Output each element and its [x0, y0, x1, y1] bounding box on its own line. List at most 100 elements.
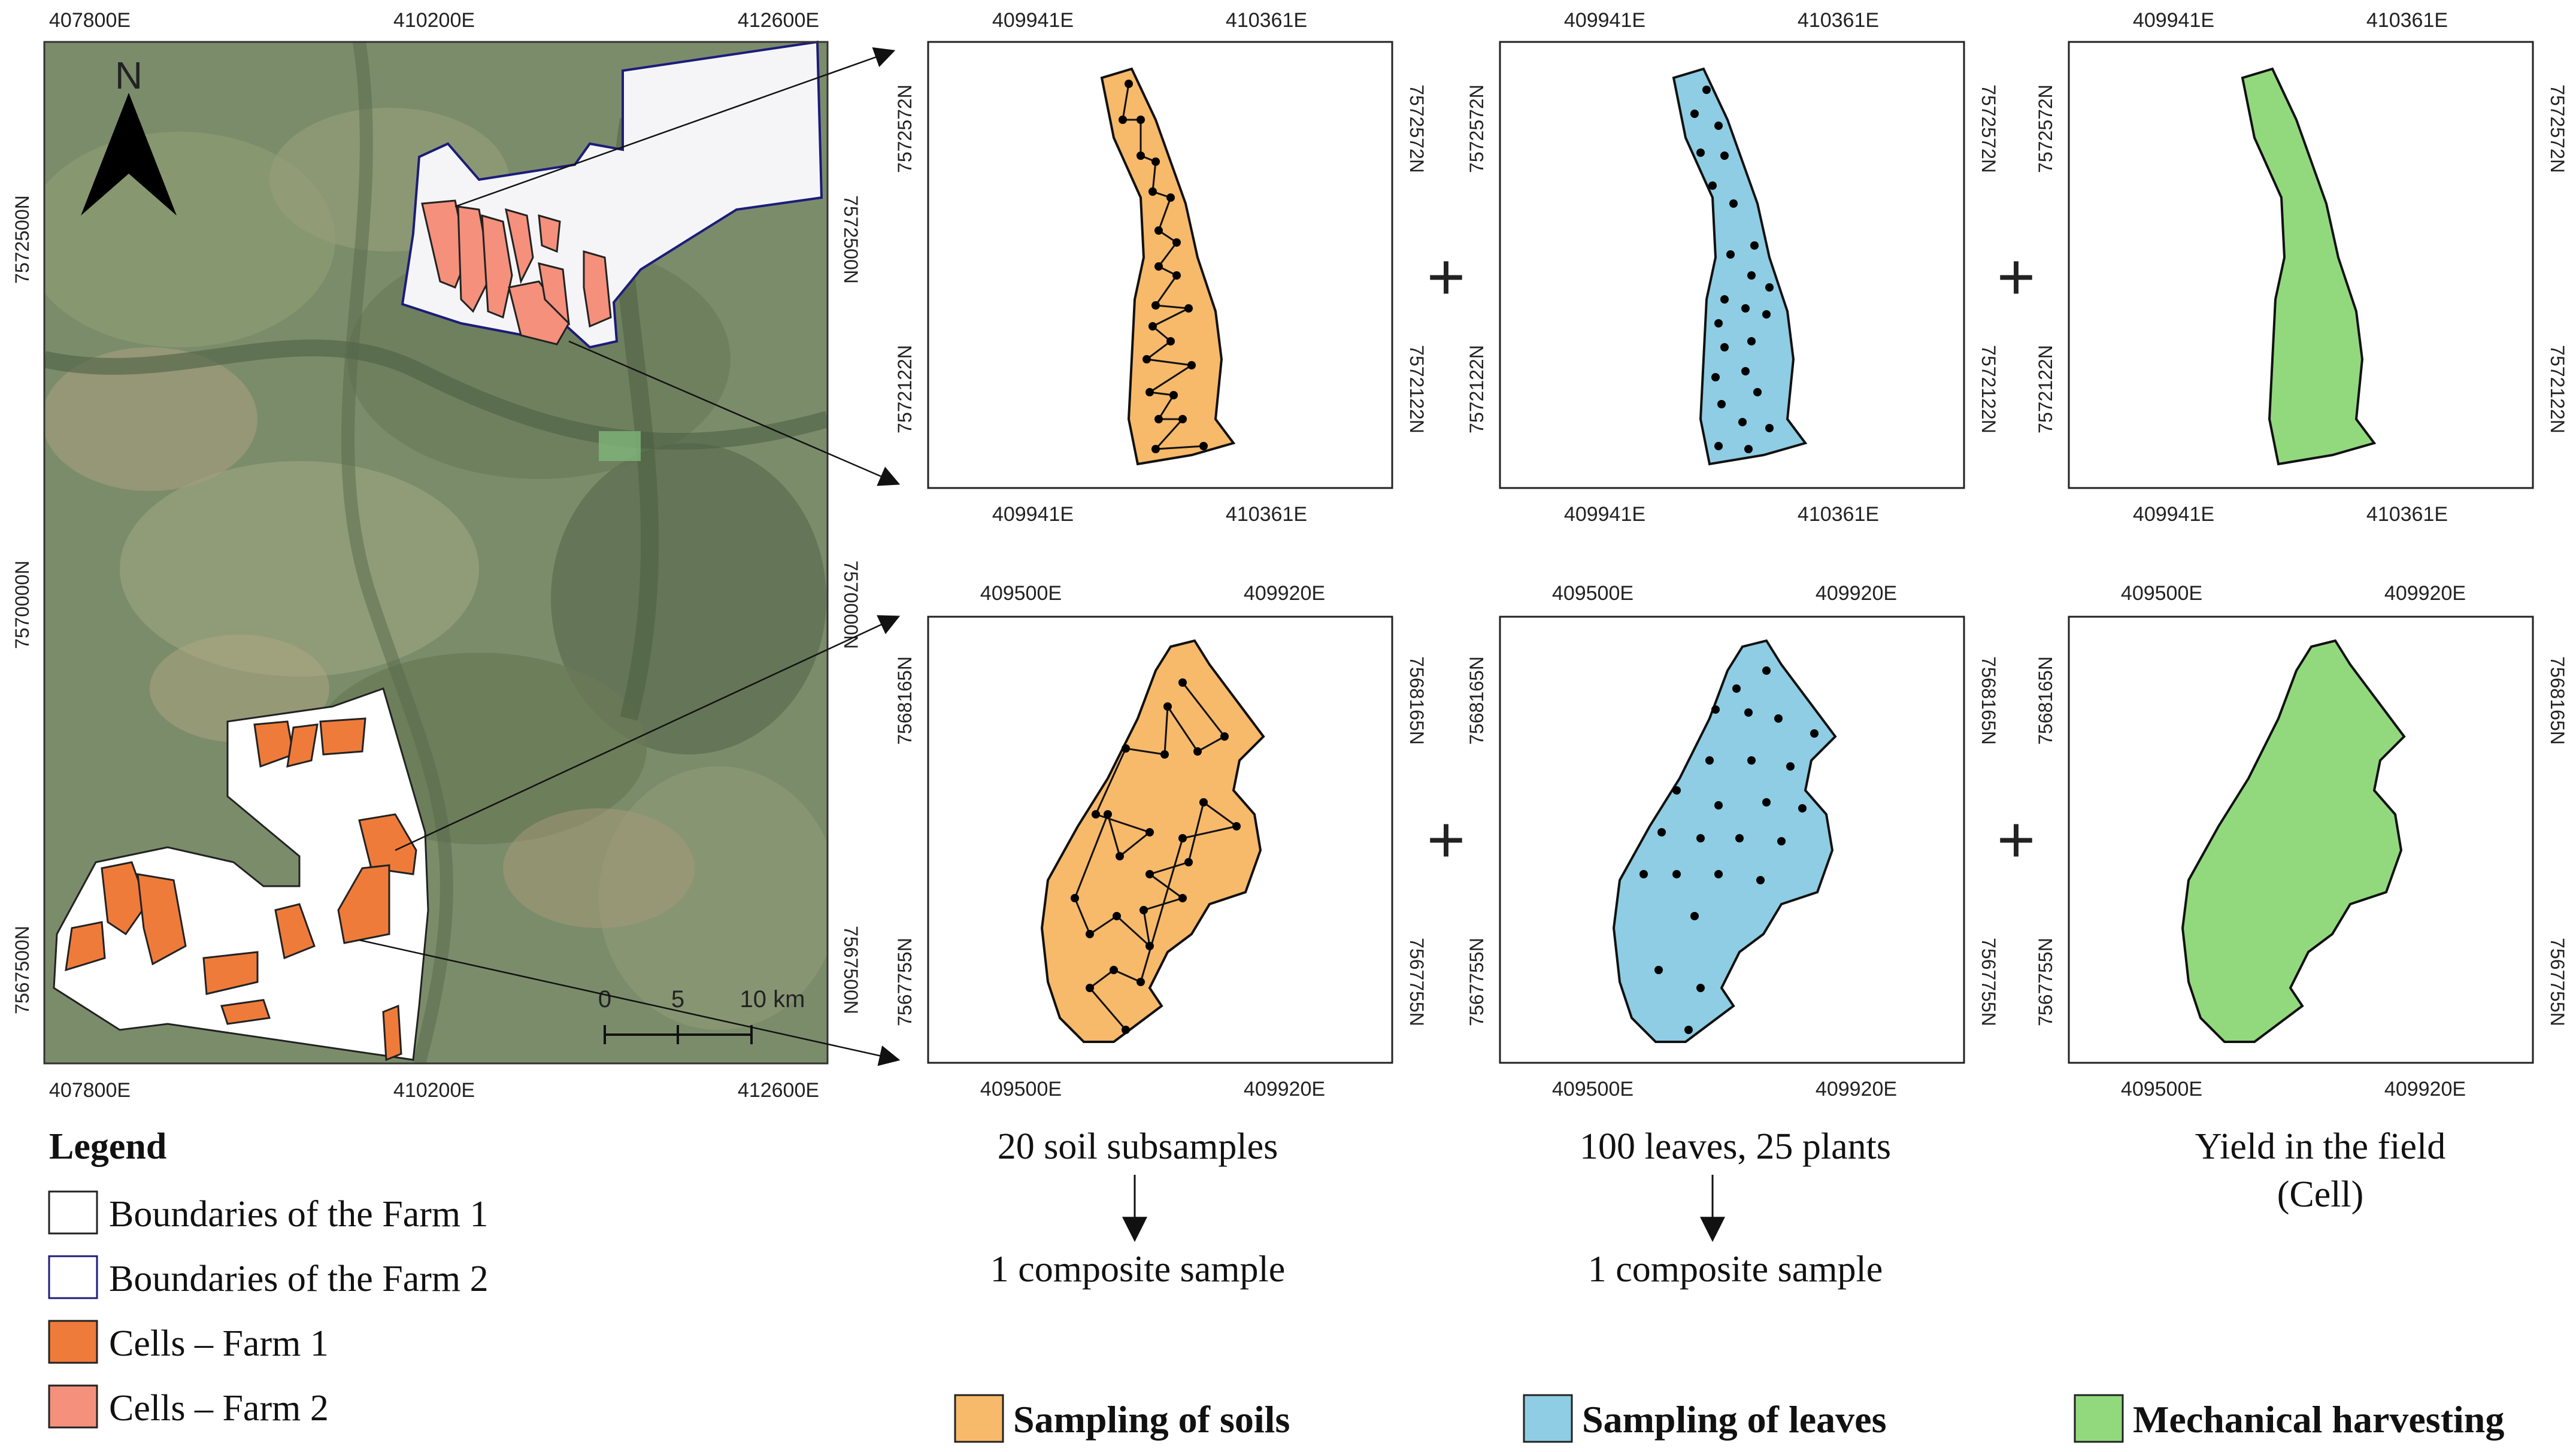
farm1-cells: [65, 717, 417, 1062]
x-tick: 410361E: [2366, 9, 2448, 32]
x-tick: 409920E: [1244, 1078, 1325, 1101]
y-tick: 7572572N: [2547, 84, 2568, 173]
panel-leaves-bottom: [1499, 616, 1965, 1064]
y-tick: 7568165N: [1978, 656, 1999, 745]
leaf-sample-points: [1690, 86, 1774, 453]
x-tick: 409920E: [2384, 1078, 2466, 1101]
bottom-x-tick: 412600E: [738, 1079, 819, 1102]
panel-soil-bottom: [927, 616, 1393, 1064]
caption-soil-result: 1 composite sample: [990, 1249, 1285, 1290]
y-tick: 7567755N: [1466, 938, 1487, 1026]
x-tick: 409920E: [1244, 582, 1325, 605]
x-tick: 409500E: [980, 1078, 1062, 1101]
y-tick: 7572572N: [2035, 84, 2056, 173]
x-tick: 409941E: [2133, 9, 2214, 32]
x-tick: 410361E: [1798, 503, 1879, 526]
y-tick: 7572122N: [894, 345, 916, 434]
panel-harvest-top: [2068, 41, 2534, 489]
x-tick: 409941E: [1564, 503, 1645, 526]
x-tick: 409941E: [2133, 503, 2214, 526]
y-tick: 7572572N: [894, 84, 916, 173]
bottom-legend-item-harvesting: Mechanical harvesting: [2074, 1394, 2504, 1443]
bottom-x-tick: 410200E: [393, 1079, 475, 1102]
captions: 20 soil subsamples 1 composite sample 10…: [990, 1126, 2445, 1290]
leaf-sample-points: [1639, 666, 1819, 1034]
x-tick: 409941E: [992, 503, 1074, 526]
north-label: N: [115, 54, 143, 97]
bottom-legend: Sampling of soils Sampling of leaves Mec…: [954, 1394, 2504, 1443]
x-tick: 409500E: [2121, 1078, 2202, 1101]
caption-soil: 20 soil subsamples: [998, 1126, 1278, 1167]
y-tick: 7567755N: [894, 938, 916, 1026]
legend: Legend Boundaries of the Farm 1 Boundari…: [48, 1126, 489, 1429]
caption-leaves: 100 leaves, 25 plants: [1580, 1126, 1891, 1167]
cell-polygon-leaves-bottom: [1612, 639, 1837, 1043]
farm1-boundary: [53, 687, 429, 1061]
panel-harvest-bottom: [2068, 616, 2534, 1064]
y-tick: 7572572N: [1406, 84, 1428, 173]
soil-sample-points: [1071, 678, 1241, 1034]
legend-item-farm1-cells: Cells – Farm 1: [48, 1320, 329, 1364]
plus-signs: + + + +: [1427, 240, 2035, 877]
bottom-x-tick: 407800E: [49, 1079, 131, 1102]
connector-arrows: [359, 47, 901, 1066]
y-tick: 7568165N: [2035, 656, 2056, 745]
y-tick: 7568165N: [2547, 656, 2568, 745]
y-tick: 7572572N: [1978, 84, 1999, 173]
right-y-tick: 7570000N: [840, 560, 862, 649]
x-tick: 409941E: [992, 9, 1074, 32]
bottom-panel-ticks: 409500E 409920E 409500E 409920E 7568165N…: [894, 582, 2568, 1101]
x-tick: 410361E: [2366, 503, 2448, 526]
cell-polygon-soil-bottom: [1040, 639, 1265, 1043]
farm2-cells: [421, 199, 612, 345]
legend-title: Legend: [49, 1126, 166, 1167]
y-tick: 7567755N: [2035, 938, 2056, 1026]
y-tick: 7568165N: [1466, 656, 1487, 745]
bottom-legend-label: Sampling of soils: [1013, 1398, 1290, 1441]
x-tick: 409941E: [1564, 9, 1645, 32]
x-tick: 410361E: [1798, 9, 1879, 32]
caption-leaves-result: 1 composite sample: [1588, 1249, 1883, 1290]
top-x-tick: 410200E: [393, 9, 475, 32]
bottom-legend-label: Sampling of leaves: [1582, 1398, 1886, 1441]
x-tick: 409920E: [1816, 582, 1897, 605]
legend-label: Cells – Farm 2: [109, 1388, 329, 1429]
y-tick: 7567755N: [2547, 938, 2568, 1026]
plus-icon: +: [1997, 803, 2035, 877]
panel-soil-top: [927, 41, 1393, 489]
y-tick: 7572122N: [1406, 345, 1428, 434]
right-y-tick: 7572500N: [840, 195, 862, 284]
legend-item-farm2-cells: Cells – Farm 2: [48, 1384, 329, 1429]
x-tick: 409500E: [980, 582, 1062, 605]
legend-label: Boundaries of the Farm 1: [109, 1194, 489, 1235]
main-map-ticks: 407800E 410200E 412600E 407800E 410200E …: [11, 9, 862, 1102]
y-tick: 7572122N: [1466, 345, 1487, 434]
plus-icon: +: [1997, 240, 2035, 314]
x-tick: 410361E: [1226, 9, 1307, 32]
north-arrow-icon: N: [81, 54, 177, 216]
cell-polygon-harvest-bottom: [2181, 639, 2406, 1043]
caption-yield-cell: (Cell): [2277, 1174, 2364, 1215]
legend-label: Boundaries of the Farm 2: [109, 1259, 489, 1299]
soil-sample-points: [1119, 80, 1208, 453]
left-y-tick: 7567500N: [11, 926, 33, 1014]
x-tick: 410361E: [1226, 503, 1307, 526]
y-tick: 7572122N: [2035, 345, 2056, 434]
bottom-legend-item-leaves: Sampling of leaves: [1523, 1394, 1886, 1443]
scale-label-5: 5: [671, 986, 684, 1013]
legend-item-farm2-boundary: Boundaries of the Farm 2: [48, 1255, 489, 1299]
plus-icon: +: [1427, 240, 1465, 314]
scale-bar: 0 5 10 km: [598, 986, 805, 1044]
top-panel-ticks: 409941E 410361E 409941E 410361E 7572572N…: [894, 9, 2568, 526]
y-tick: 7567755N: [1406, 938, 1428, 1026]
main-map: N 0 5 10 km 407800E 410200E 412600E 4078…: [11, 9, 862, 1102]
y-tick: 7572122N: [2547, 345, 2568, 434]
y-tick: 7567755N: [1978, 938, 1999, 1026]
bottom-legend-item-soils: Sampling of soils: [954, 1394, 1290, 1443]
x-tick: 409500E: [1552, 582, 1634, 605]
cell-polygon-leaves-top: [1672, 67, 1808, 466]
y-tick: 7572122N: [1978, 345, 1999, 434]
cell-polygon-soil-top: [1100, 67, 1236, 466]
right-y-tick: 7567500N: [840, 926, 862, 1014]
x-tick: 409500E: [2121, 582, 2202, 605]
